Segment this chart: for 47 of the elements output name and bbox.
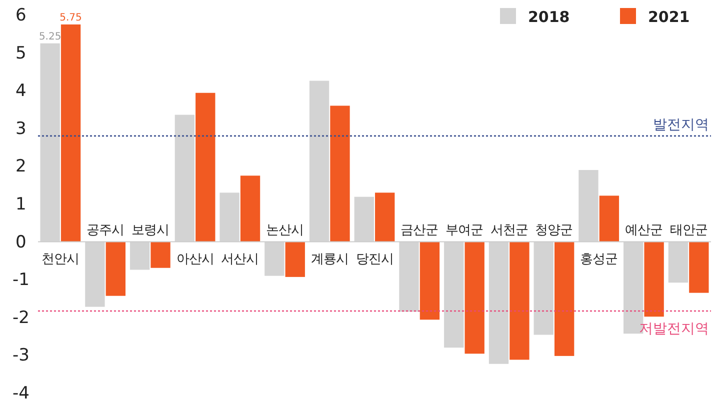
y-tick-label: 5 — [15, 43, 26, 64]
bar — [60, 24, 81, 242]
y-tick-label: 1 — [15, 194, 26, 214]
x-tick-label: 부여군 — [445, 222, 484, 238]
data-label: 5.25 — [38, 31, 62, 42]
x-tick-label: 청양군 — [535, 222, 574, 238]
x-tick-label: 태안군 — [670, 222, 708, 238]
y-tick-label: -1 — [12, 270, 30, 290]
y-tick-label: 2 — [15, 156, 26, 177]
bar — [330, 106, 350, 242]
x-tick-label: 금산군 — [400, 222, 439, 238]
bar — [644, 242, 664, 317]
x-tick-label: 공주시 — [86, 222, 124, 238]
y-tick-label: 0 — [15, 232, 26, 252]
ref-line-label: 발전지역 — [653, 116, 709, 133]
x-tick-label: 보령시 — [131, 222, 169, 238]
bar — [106, 242, 126, 296]
bar — [150, 242, 170, 268]
y-tick-label: -4 — [12, 383, 30, 404]
x-tick-label: 홍성군 — [580, 252, 618, 267]
data-label: 5.75 — [60, 12, 82, 24]
x-tick-label: 서산시 — [221, 252, 259, 267]
bar — [510, 242, 530, 360]
x-tick-label: 계룡시 — [310, 252, 348, 267]
x-tick-label: 천안시 — [42, 252, 80, 267]
bar — [599, 196, 620, 242]
legend-label: 2018 — [528, 8, 570, 26]
y-tick-label: -3 — [12, 346, 30, 366]
y-tick-label: 4 — [15, 81, 26, 102]
bar — [285, 242, 305, 277]
y-tick-label: -2 — [12, 308, 30, 328]
x-tick-label: 당진시 — [356, 252, 394, 267]
x-tick-label: 예산군 — [624, 222, 663, 238]
bar — [375, 192, 395, 242]
y-tick-label: 3 — [15, 118, 26, 139]
bar — [240, 176, 260, 242]
y-tick-label: 6 — [15, 5, 26, 26]
ref-line-label: 저발전지역 — [639, 320, 709, 337]
x-tick-label: 서천군 — [490, 222, 528, 238]
x-tick-label: 아산시 — [176, 252, 214, 267]
bar — [420, 242, 440, 320]
x-tick-label: 논산시 — [266, 222, 304, 238]
bar — [196, 92, 216, 242]
bar — [554, 242, 574, 356]
bar — [464, 242, 484, 354]
legend-label: 2021 — [648, 8, 690, 26]
bar — [689, 242, 709, 293]
